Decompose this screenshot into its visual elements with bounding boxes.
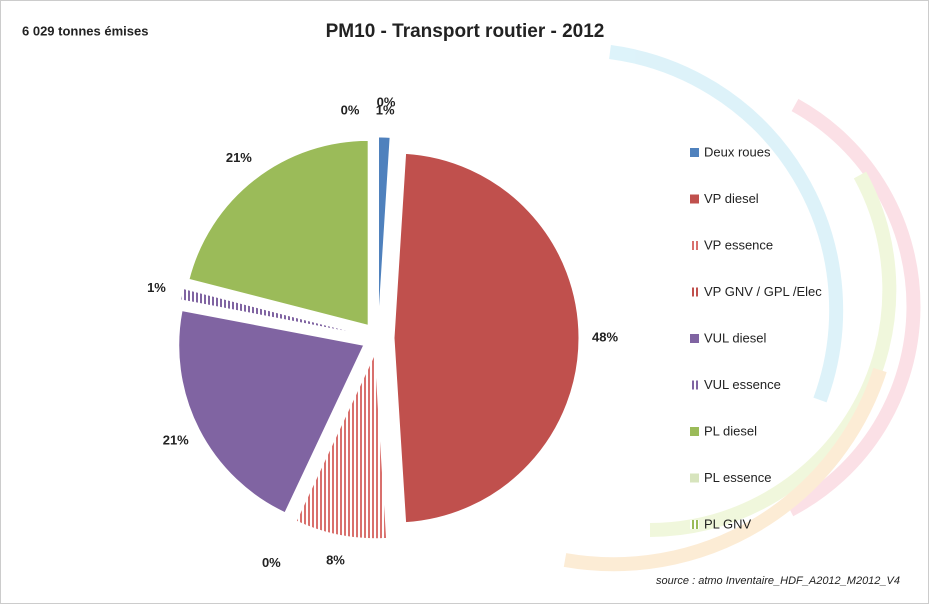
legend-label: PL diesel [704, 423, 757, 438]
data-label: 21% [163, 432, 189, 447]
legend-label: VUL diesel [704, 330, 766, 345]
legend-label: VP diesel [704, 191, 759, 206]
legend-label: Deux roues [704, 144, 771, 159]
pie-slice [393, 152, 580, 524]
legend-swatch [690, 334, 699, 343]
legend-label: PL GNV [704, 516, 752, 531]
legend-swatch [690, 148, 699, 157]
legend-swatch [690, 194, 699, 204]
legend-swatch [690, 473, 699, 483]
data-label: 8% [326, 552, 345, 567]
data-label: 48% [592, 329, 618, 344]
subtitle: 6 029 tonnes émises [22, 23, 148, 38]
pie-slice [295, 353, 388, 540]
legend-swatch [690, 427, 699, 436]
legend-swatch [690, 241, 699, 250]
legend-swatch [690, 287, 699, 297]
data-label: 21% [226, 150, 252, 165]
pie-slice [378, 136, 391, 323]
legend-label: VUL essence [704, 377, 781, 392]
source: source : atmo Inventaire_HDF_A2012_M2012… [656, 575, 900, 587]
data-label: 1% [147, 280, 166, 295]
pie-slice [188, 139, 369, 327]
pie-slice [180, 287, 363, 336]
data-label: 0% [341, 102, 360, 117]
legend-label: VP GNV / GPL /Elec [704, 284, 822, 299]
legend-label: PL essence [704, 470, 771, 485]
decor [563, 45, 921, 572]
legend-swatch [690, 380, 699, 390]
pie-slice [178, 310, 365, 514]
data-label: 1% [376, 103, 395, 118]
data-label: 0% [262, 555, 281, 570]
legend-label: VP essence [704, 237, 773, 252]
pie-slice [291, 352, 372, 521]
chart-title: PM10 - Transport routier - 2012 [326, 21, 605, 42]
data-label: 0% [377, 94, 396, 109]
legend-swatch [690, 520, 699, 529]
